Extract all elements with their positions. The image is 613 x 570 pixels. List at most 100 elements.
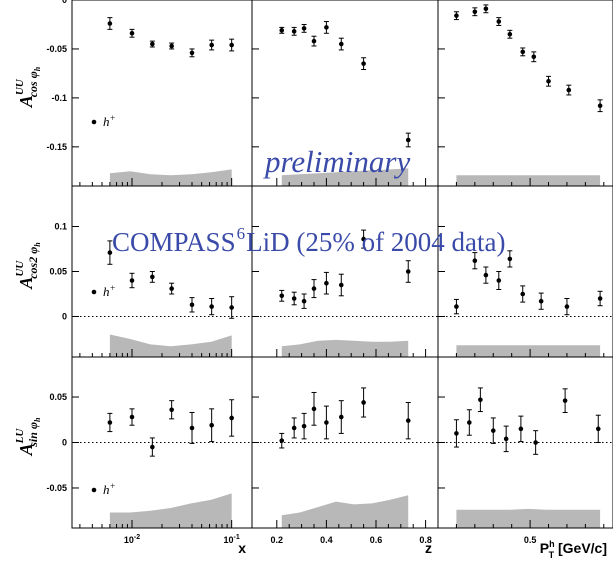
y-axis-title-text: ALUsin φh xyxy=(14,417,42,456)
y-tick-label: -0.15 xyxy=(46,142,67,152)
y-axis-title: AUUcos φh xyxy=(14,66,42,108)
legend-label: h+ xyxy=(103,113,116,129)
legend-marker xyxy=(91,119,97,125)
data-point xyxy=(564,304,570,309)
data-point xyxy=(229,42,234,48)
data-point xyxy=(150,274,155,280)
y-axis-title-text: AUUcos φh xyxy=(14,66,42,108)
legend-label: h+ xyxy=(103,283,116,299)
experiment-name: COMPASS xyxy=(112,227,236,257)
data-point xyxy=(169,286,174,291)
systematic-band xyxy=(456,508,601,528)
y-tick-label: -0.1 xyxy=(51,93,67,103)
panel-r2-c2 xyxy=(251,185,439,358)
data-point xyxy=(301,298,307,304)
x-axis-title: x xyxy=(238,540,246,556)
systematic-band xyxy=(456,175,601,186)
x-axis-title: z xyxy=(425,540,432,556)
y-tick-label: 0 xyxy=(62,312,67,322)
data-point xyxy=(496,278,502,283)
x-tick-label: 10-1 xyxy=(224,534,240,545)
data-point xyxy=(150,41,155,47)
data-point xyxy=(566,87,572,93)
legend-marker xyxy=(91,289,97,295)
data-point xyxy=(503,436,509,442)
data-point xyxy=(324,25,329,30)
data-point xyxy=(107,250,113,255)
y-axis-title: ALUsin φh xyxy=(14,417,42,456)
data-point xyxy=(129,30,135,36)
data-point xyxy=(490,428,496,433)
data-point xyxy=(533,440,538,445)
y-axis-title-text: AUUcos2 φh xyxy=(14,242,42,290)
systematic-band xyxy=(281,495,409,528)
data-point xyxy=(361,61,366,66)
panel-frame xyxy=(437,0,613,187)
data-point xyxy=(472,258,478,264)
data-point xyxy=(454,13,459,18)
data-point xyxy=(531,54,537,60)
data-point xyxy=(107,21,113,26)
data-point xyxy=(279,438,285,443)
data-point xyxy=(454,431,459,436)
data-point xyxy=(209,304,214,309)
data-point xyxy=(311,406,317,412)
data-point xyxy=(129,414,135,420)
data-point xyxy=(189,302,195,308)
data-point xyxy=(520,291,526,297)
y-tick-label: -0.05 xyxy=(46,44,67,54)
panel-r1-c3 xyxy=(437,0,613,187)
panel-frame xyxy=(71,0,253,187)
x-tick-label: 0.6 xyxy=(370,535,383,545)
legend-marker xyxy=(91,487,97,493)
experiment-label: COMPASS6LiD (25% of 2004 data) xyxy=(112,224,506,258)
data-point xyxy=(405,269,411,274)
data-point xyxy=(291,296,297,301)
y-tick-label: 0.1 xyxy=(54,222,67,232)
data-point xyxy=(229,415,234,421)
y-tick-label: 0.05 xyxy=(49,267,67,277)
x-tick-label: 0.4 xyxy=(320,535,333,545)
data-point xyxy=(520,49,526,55)
preliminary-label: preliminary xyxy=(265,144,411,179)
y-tick-label: 0 xyxy=(62,0,67,5)
data-point xyxy=(279,293,285,299)
data-point xyxy=(361,236,366,242)
data-point xyxy=(209,422,214,428)
data-point xyxy=(301,26,307,31)
data-point xyxy=(595,426,601,432)
data-point xyxy=(311,286,317,291)
data-point xyxy=(405,418,411,423)
data-point xyxy=(169,407,174,413)
data-point xyxy=(361,400,366,405)
systematic-band xyxy=(109,493,232,528)
systematic-band xyxy=(281,339,409,357)
data-point xyxy=(324,420,329,425)
data-point xyxy=(209,42,214,48)
data-point xyxy=(597,103,603,109)
data-point xyxy=(597,296,603,301)
panel-r2-c3 xyxy=(437,185,613,358)
data-point xyxy=(518,426,524,432)
data-point xyxy=(129,278,135,283)
data-point xyxy=(291,29,297,34)
systematic-band xyxy=(109,334,232,357)
data-point xyxy=(472,9,478,15)
data-point xyxy=(291,425,297,431)
data-point xyxy=(279,28,285,33)
data-point xyxy=(229,305,234,310)
data-point xyxy=(546,78,551,84)
data-point xyxy=(538,298,544,304)
data-point xyxy=(483,272,489,278)
data-point xyxy=(562,398,568,403)
data-point xyxy=(324,280,329,286)
data-point xyxy=(311,38,317,44)
data-point xyxy=(189,425,195,431)
data-point xyxy=(169,43,174,49)
x-tick-label: 0.2 xyxy=(271,535,284,545)
data-point xyxy=(150,444,155,450)
panel-r1-c1 xyxy=(71,0,253,187)
panel-r2-c1 xyxy=(71,185,253,358)
data-point xyxy=(496,19,502,24)
